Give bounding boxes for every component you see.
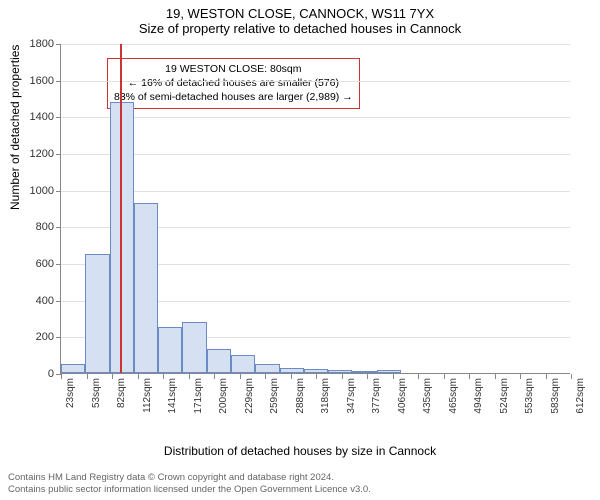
ytick-label: 800: [14, 221, 54, 233]
histogram-bar: [110, 102, 134, 373]
xtick-mark: [291, 374, 292, 379]
xtick-label: 494sqm: [473, 378, 484, 414]
xtick-mark: [367, 374, 368, 379]
xtick-mark: [316, 374, 317, 379]
ytick-mark: [56, 154, 61, 155]
marker-line: [120, 44, 122, 373]
xtick-mark: [469, 374, 470, 379]
ytick-label: 0: [14, 368, 54, 380]
xtick-mark: [214, 374, 215, 379]
ytick-label: 1400: [14, 111, 54, 123]
ytick-mark: [56, 337, 61, 338]
xtick-mark: [112, 374, 113, 379]
chart-title-line1: 19, WESTON CLOSE, CANNOCK, WS11 7YX: [0, 0, 600, 21]
chart-area: 19 WESTON CLOSE: 80sqm ← 16% of detached…: [60, 44, 570, 414]
xtick-label: 171sqm: [193, 378, 204, 414]
ytick-label: 1600: [14, 75, 54, 87]
plot-area: 19 WESTON CLOSE: 80sqm ← 16% of detached…: [60, 44, 570, 374]
histogram-bar: [328, 370, 352, 373]
chart-title-line2: Size of property relative to detached ho…: [0, 21, 600, 40]
ytick-label: 1200: [14, 148, 54, 160]
xtick-mark: [342, 374, 343, 379]
xtick-label: 612sqm: [575, 378, 586, 414]
histogram-bar: [85, 254, 109, 373]
histogram-bar: [304, 369, 328, 373]
xtick-label: 53sqm: [91, 378, 102, 408]
ytick-mark: [56, 264, 61, 265]
annotation-line3: 83% of semi-detached houses are larger (…: [114, 90, 353, 104]
xtick-mark: [520, 374, 521, 379]
ytick-mark: [56, 44, 61, 45]
gridline: [61, 44, 570, 45]
ytick-mark: [56, 227, 61, 228]
histogram-bar: [134, 203, 158, 374]
ytick-mark: [56, 81, 61, 82]
histogram-bar: [207, 349, 231, 373]
xtick-label: 583sqm: [550, 378, 561, 414]
xtick-label: 406sqm: [397, 378, 408, 414]
histogram-bar: [158, 327, 182, 373]
gridline: [61, 154, 570, 155]
ytick-mark: [56, 301, 61, 302]
xtick-mark: [240, 374, 241, 379]
xtick-label: 288sqm: [295, 378, 306, 414]
ytick-label: 600: [14, 258, 54, 270]
xtick-label: 259sqm: [269, 378, 280, 414]
histogram-bar: [231, 355, 255, 373]
xtick-mark: [418, 374, 419, 379]
ytick-label: 1800: [14, 38, 54, 50]
xtick-label: 465sqm: [448, 378, 459, 414]
xtick-mark: [393, 374, 394, 379]
xtick-label: 553sqm: [524, 378, 535, 414]
annotation-line1: 19 WESTON CLOSE: 80sqm: [114, 62, 353, 76]
annotation-box: 19 WESTON CLOSE: 80sqm ← 16% of detached…: [107, 58, 360, 109]
histogram-bar: [61, 364, 85, 373]
ytick-mark: [56, 117, 61, 118]
xtick-label: 377sqm: [371, 378, 382, 414]
x-axis-label: Distribution of detached houses by size …: [0, 444, 600, 458]
xtick-mark: [189, 374, 190, 379]
histogram-bar: [255, 364, 279, 373]
xtick-mark: [87, 374, 88, 379]
ytick-label: 200: [14, 331, 54, 343]
xtick-mark: [495, 374, 496, 379]
xtick-mark: [163, 374, 164, 379]
xtick-label: 141sqm: [167, 378, 178, 414]
xtick-label: 347sqm: [346, 378, 357, 414]
footer-line1: Contains HM Land Registry data © Crown c…: [8, 472, 371, 484]
xtick-label: 82sqm: [116, 378, 127, 408]
ytick-label: 1000: [14, 185, 54, 197]
xtick-label: 112sqm: [142, 378, 153, 413]
xtick-mark: [546, 374, 547, 379]
xtick-label: 229sqm: [244, 378, 255, 414]
xtick-label: 318sqm: [320, 378, 331, 414]
footer-line2: Contains public sector information licen…: [8, 484, 371, 496]
xtick-mark: [444, 374, 445, 379]
xtick-mark: [138, 374, 139, 379]
xtick-mark: [265, 374, 266, 379]
footer-attribution: Contains HM Land Registry data © Crown c…: [8, 472, 371, 496]
xtick-label: 524sqm: [499, 378, 510, 414]
gridline: [61, 191, 570, 192]
xtick-mark: [61, 374, 62, 379]
xtick-mark: [571, 374, 572, 379]
histogram-bar: [280, 368, 304, 373]
histogram-bar: [352, 371, 376, 373]
gridline: [61, 117, 570, 118]
xtick-label: 23sqm: [65, 378, 76, 408]
ytick-label: 400: [14, 295, 54, 307]
xtick-label: 200sqm: [218, 378, 229, 414]
xtick-label: 435sqm: [422, 378, 433, 414]
ytick-mark: [56, 191, 61, 192]
annotation-line2: ← 16% of detached houses are smaller (57…: [114, 76, 353, 90]
gridline: [61, 81, 570, 82]
histogram-bar: [377, 370, 401, 373]
histogram-bar: [182, 322, 206, 373]
